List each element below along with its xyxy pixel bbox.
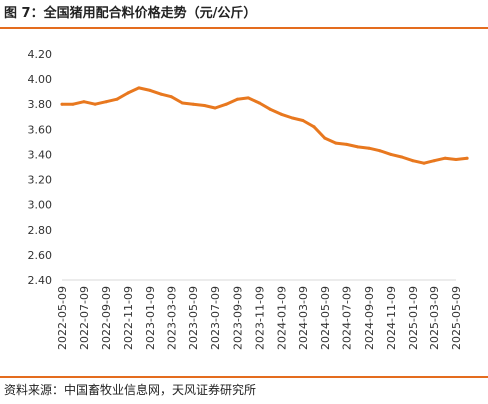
line-chart: 4.20 4.00 3.80 3.60 3.40 3.20 3.00 2.80 2.60 2.40… — [28, 48, 469, 350]
x-tick-label: 2024-03-09 — [297, 286, 310, 350]
y-tick-label: 3.00 — [28, 199, 53, 212]
x-tick-label: 2022-09-09 — [100, 286, 113, 350]
data-point — [246, 96, 250, 100]
data-point — [378, 149, 382, 153]
data-point — [400, 155, 404, 159]
data-point — [148, 88, 152, 92]
data-point — [356, 145, 360, 149]
data-point — [137, 86, 141, 90]
y-tick-label: 3.40 — [28, 148, 53, 161]
data-point — [443, 156, 447, 160]
data-point — [235, 97, 239, 101]
data-point — [159, 92, 163, 96]
y-tick-label: 3.60 — [28, 123, 53, 136]
data-point — [71, 102, 75, 106]
x-tick-label: 2022-07-09 — [78, 286, 91, 350]
data-point — [104, 100, 108, 104]
data-point — [389, 152, 393, 156]
data-point — [115, 97, 119, 101]
data-point — [126, 91, 130, 95]
x-tick-label: 2024-11-09 — [385, 286, 398, 350]
data-point — [465, 156, 469, 160]
data-point — [411, 159, 415, 163]
x-tick-label: 2022-11-09 — [122, 286, 135, 350]
data-point — [323, 136, 327, 140]
x-tick-label: 2023-03-09 — [165, 286, 178, 350]
x-tick-label: 2024-09-09 — [363, 286, 376, 350]
x-tick-label: 2024-05-09 — [319, 286, 332, 350]
x-tick-label: 2023-09-09 — [231, 286, 244, 350]
data-point — [268, 107, 272, 111]
data-point — [169, 95, 173, 99]
data-point — [82, 100, 86, 104]
y-tick-label: 2.40 — [28, 274, 53, 287]
x-axis: 2022-05-09 2022-07-09 2022-09-09 2022-11-09… — [56, 279, 463, 350]
chart-title: 图 7：全国猪用配合料价格走势（元/公斤） — [4, 6, 257, 21]
x-tick-label: 2025-01-09 — [407, 286, 420, 350]
data-point — [290, 116, 294, 120]
y-tick-label: 4.00 — [28, 73, 53, 86]
x-tick-label: 2025-03-09 — [428, 286, 441, 350]
source-divider — [0, 376, 488, 378]
x-tick-label: 2023-05-09 — [187, 286, 200, 350]
title-divider — [0, 27, 488, 29]
data-point — [312, 125, 316, 129]
data-point — [279, 112, 283, 116]
data-point — [60, 102, 64, 106]
data-point — [367, 146, 371, 150]
x-tick-label: 2023-01-09 — [144, 286, 157, 350]
series-polyline — [60, 86, 469, 165]
x-tick-label: 2023-07-09 — [209, 286, 222, 350]
data-point — [345, 142, 349, 146]
y-tick-label: 3.20 — [28, 174, 53, 187]
y-axis: 4.20 4.00 3.80 3.60 3.40 3.20 3.00 2.80 2.60 2.40 — [28, 48, 53, 287]
data-point — [257, 101, 261, 105]
x-tick-label: 2024-01-09 — [275, 286, 288, 350]
data-point — [432, 159, 436, 163]
data-point — [191, 102, 195, 106]
data-point — [224, 102, 228, 106]
x-tick-label: 2024-07-09 — [341, 286, 354, 350]
data-point — [301, 119, 305, 122]
data-point — [93, 102, 97, 106]
y-tick-label: 2.80 — [28, 224, 53, 237]
x-tick-label: 2022-05-09 — [56, 286, 69, 350]
data-point — [180, 101, 184, 105]
series-line — [60, 86, 469, 165]
y-tick-label: 2.60 — [28, 249, 53, 262]
data-point — [334, 141, 338, 145]
data-point — [213, 106, 217, 110]
data-point — [422, 161, 426, 165]
x-tick-label: 2025-05-09 — [450, 286, 463, 350]
source-note: 资料来源：中国畜牧业信息网，天风证券研究所 — [4, 383, 257, 397]
y-tick-label: 4.20 — [28, 48, 53, 61]
data-point — [202, 104, 206, 107]
data-point — [454, 158, 458, 161]
x-tick-label: 2023-11-09 — [253, 286, 266, 350]
y-tick-label: 3.80 — [28, 98, 53, 111]
